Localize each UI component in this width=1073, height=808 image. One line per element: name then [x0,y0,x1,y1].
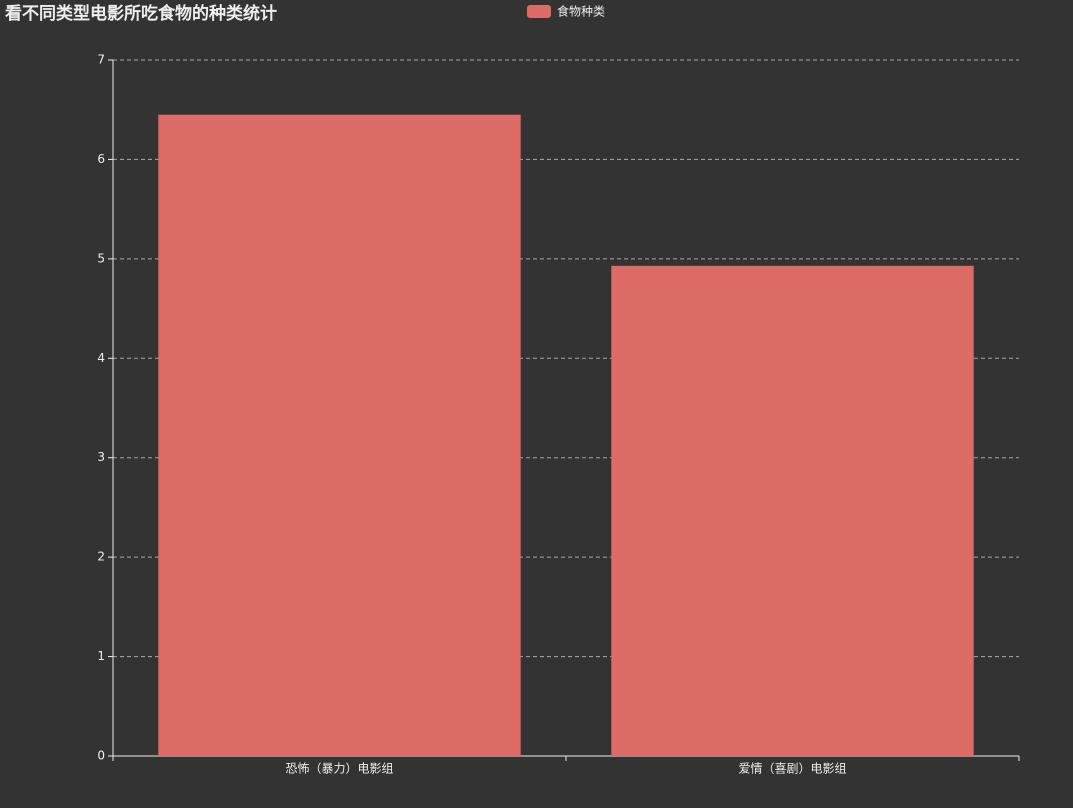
y-tick-label: 2 [97,550,105,564]
x-tick-label: 恐怖（暴力）电影组 [285,761,393,776]
y-tick-label: 7 [97,53,105,67]
bar [611,265,974,756]
y-tick-label: 3 [97,450,105,464]
chart-title: 看不同类型电影所吃食物的种类统计 [4,3,277,24]
y-tick-label: 0 [97,749,105,763]
y-tick-label: 4 [97,351,105,365]
y-tick-label: 5 [97,251,105,265]
bar [158,114,521,756]
legend-swatch[interactable] [527,5,551,18]
y-tick-label: 6 [97,152,105,166]
x-tick-label: 爱情（喜剧）电影组 [738,762,846,776]
legend-label[interactable]: 食物种类 [557,4,605,19]
y-tick-label: 1 [97,649,105,663]
